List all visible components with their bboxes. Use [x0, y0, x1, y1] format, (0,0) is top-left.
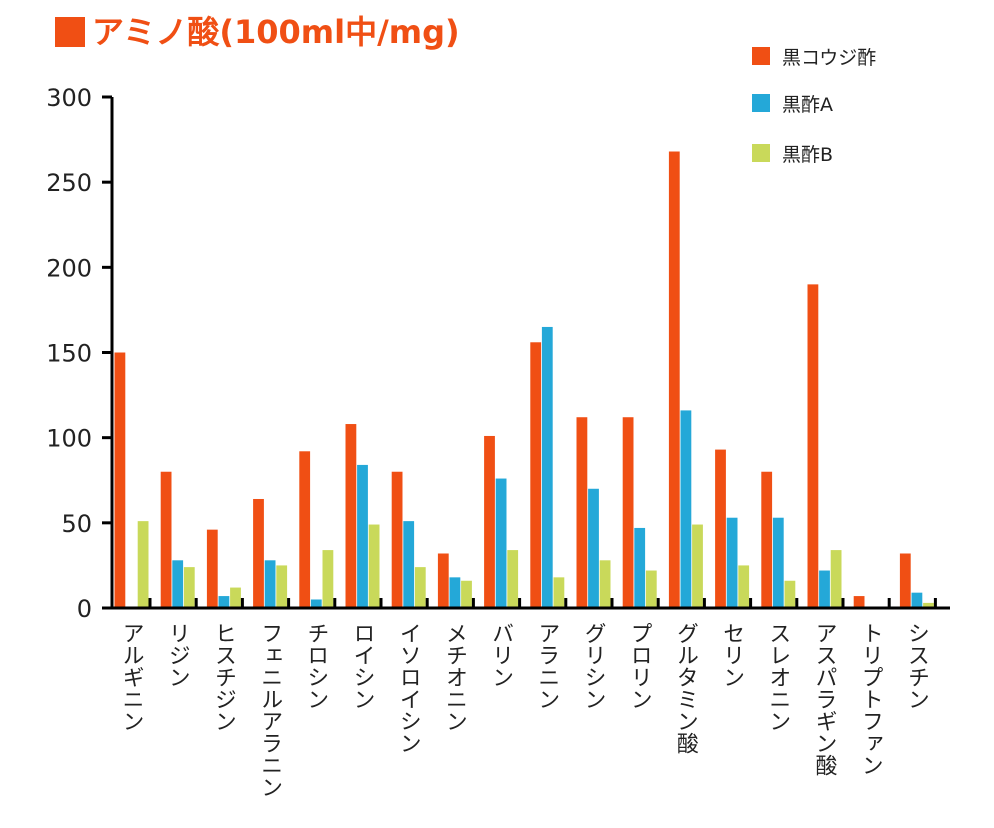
bar: [414, 567, 426, 608]
bar: [588, 488, 599, 608]
bar: [368, 524, 380, 608]
x-tick-label: チロシン: [303, 622, 328, 710]
bar: [391, 471, 403, 608]
bar: [923, 602, 934, 608]
bar: [449, 577, 461, 608]
x-tick-label: バリン: [488, 622, 513, 688]
bar: [183, 567, 195, 608]
x-tick-label: プロリン: [627, 622, 652, 710]
x-tick-label: メチオニン: [442, 622, 467, 732]
x-tick-label: アスパラギン酸: [812, 622, 837, 776]
legend-label: 黒コウジ酢: [782, 46, 877, 69]
bar: [668, 151, 680, 609]
bar: [114, 352, 126, 608]
title-marker: [55, 17, 85, 47]
bar: [634, 527, 646, 608]
x-tick-label: グルタミン酸: [673, 622, 698, 754]
bar: [553, 577, 565, 608]
chart-title: アミノ酸(100ml中/mg): [92, 13, 460, 51]
bar: [645, 570, 657, 608]
y-tick-label: 250: [46, 169, 92, 197]
bar: [622, 417, 634, 608]
bar: [218, 596, 230, 608]
bar: [206, 529, 218, 608]
bar: [299, 451, 311, 608]
bar: [357, 464, 368, 608]
x-tick-label: トリプトファン: [858, 622, 883, 776]
bar: [230, 587, 241, 608]
bar: [264, 560, 276, 608]
legend-swatch: [752, 144, 770, 162]
bar: [899, 553, 911, 608]
bar: [495, 478, 507, 608]
bar: [830, 550, 842, 608]
bar: [911, 592, 923, 608]
legend-item-kurozu-a: 黒酢A: [752, 91, 833, 116]
x-tick-label: アルギニン: [119, 622, 144, 732]
bar: [507, 550, 519, 608]
bar: [761, 471, 773, 608]
x-tick-label: リジン: [165, 622, 190, 688]
bar: [726, 517, 738, 608]
bar: [738, 565, 750, 608]
bar: [172, 560, 184, 608]
x-tick-label: アラニン: [534, 622, 559, 710]
x-tick-label: フェニルアラニン: [257, 622, 282, 798]
bar: [599, 560, 611, 608]
bar: [715, 449, 726, 608]
x-tick-label: ヒスチジン: [211, 622, 236, 732]
legend-item-kurozu-b: 黒酢B: [752, 141, 834, 166]
bar: [530, 342, 542, 608]
bar: [772, 517, 784, 608]
y-tick-label: 0: [77, 595, 92, 623]
bar: [276, 565, 288, 608]
bar: [819, 570, 830, 608]
bar: [807, 284, 819, 608]
legend-item-kurokoujisu: 黒コウジ酢: [752, 44, 877, 69]
y-tick-label: 100: [46, 425, 92, 453]
legend-label: 黒酢B: [782, 143, 834, 166]
bar: [461, 580, 472, 608]
x-tick-label: グリシン: [581, 622, 606, 710]
y-tick-label: 300: [46, 84, 92, 112]
legend-swatch: [752, 94, 770, 112]
bar: [541, 326, 553, 608]
bar: [403, 521, 415, 608]
bar: [137, 521, 149, 608]
bar: [437, 553, 449, 608]
bar: [853, 596, 865, 608]
y-tick-label: 50: [61, 510, 92, 538]
legend-label: 黒酢A: [782, 93, 833, 116]
x-tick-label: イソロイシン: [396, 622, 421, 754]
x-tick-label: セリン: [719, 622, 744, 688]
bar: [484, 435, 495, 608]
bar: [576, 417, 588, 608]
y-tick-label: 150: [46, 340, 92, 368]
x-tick-label: スレオニン: [765, 622, 790, 732]
bar: [160, 471, 172, 608]
bar: [253, 498, 264, 608]
x-tick-label: ロイシン: [350, 622, 375, 710]
legend-swatch: [752, 47, 770, 65]
bar: [692, 524, 703, 608]
y-tick-label: 200: [46, 254, 92, 282]
bar: [345, 424, 357, 608]
bar: [784, 580, 796, 608]
bar: [680, 410, 692, 608]
bar: [310, 599, 322, 608]
bar: [322, 550, 334, 608]
x-tick-label: シスチン: [904, 622, 929, 710]
